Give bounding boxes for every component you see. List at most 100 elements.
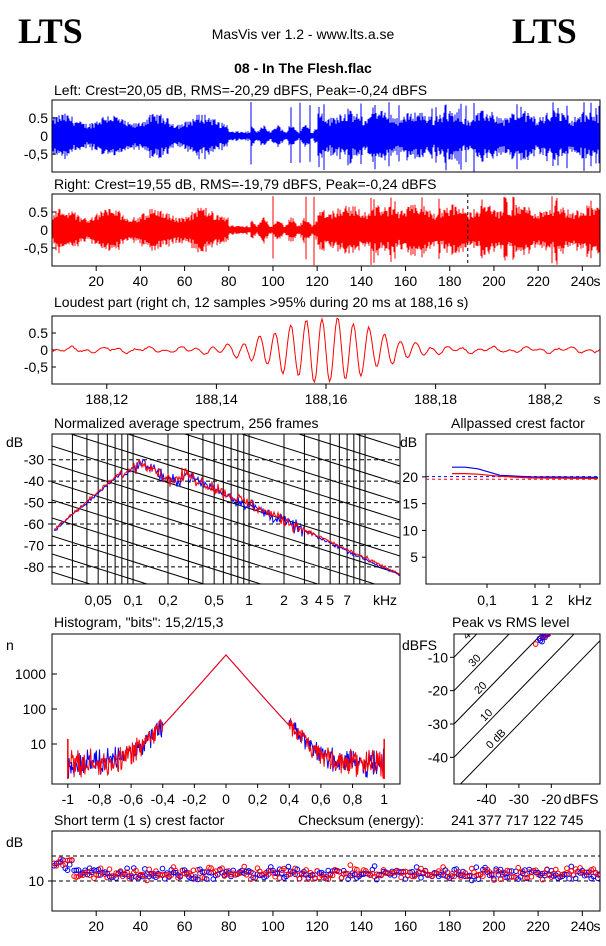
spectrum-slope-line bbox=[183, 434, 400, 503]
x-tick-label: 40 bbox=[133, 918, 149, 934]
spectrum-ylabel: dB bbox=[6, 434, 23, 450]
x-tick-label: kHz bbox=[373, 592, 397, 608]
x-tick-label: 0,5 bbox=[204, 592, 224, 608]
st-point bbox=[66, 857, 73, 863]
st-point bbox=[190, 867, 197, 874]
histogram-right-line bbox=[67, 654, 385, 780]
histogram-title: Histogram, "bits": 15,2/15,3 bbox=[54, 614, 224, 630]
pvr-point bbox=[545, 634, 551, 636]
spectrum-chart: Normalized average spectrum, 256 frames … bbox=[6, 415, 401, 608]
y-tick-label: 0.5 bbox=[29, 204, 49, 220]
st-point bbox=[449, 873, 455, 879]
st-point bbox=[206, 864, 212, 871]
st-point bbox=[64, 867, 71, 874]
x-tick-label: 5 bbox=[326, 592, 334, 608]
pvr-point bbox=[548, 634, 553, 635]
x-tick-label: -30 bbox=[509, 791, 529, 807]
st-point bbox=[106, 866, 113, 873]
spectrum-slope-line bbox=[52, 535, 206, 584]
x-tick-label: 0,6 bbox=[311, 791, 331, 807]
st-point bbox=[172, 867, 179, 874]
x-tick-label: 0,4 bbox=[280, 791, 300, 807]
spectrum-slope-line bbox=[52, 517, 263, 584]
y-tick-label: -40 bbox=[428, 749, 448, 765]
x-tick-label: 180 bbox=[438, 918, 462, 934]
peak-vs-rms-frame bbox=[453, 633, 601, 785]
x-tick-label: 100 bbox=[261, 273, 285, 289]
st-point bbox=[142, 866, 148, 872]
x-tick-label: -0,2 bbox=[182, 791, 206, 807]
st-point bbox=[195, 876, 201, 883]
st-point bbox=[133, 867, 139, 874]
x-tick-label: 1 bbox=[380, 791, 388, 807]
loudest-part-chart: Loudest part (right ch, 12 samples >95% … bbox=[24, 294, 601, 407]
spectrum-slope-line bbox=[52, 445, 400, 557]
y-tick-label: 10 bbox=[402, 522, 418, 538]
spectrum-slope-line bbox=[52, 553, 149, 584]
st-point bbox=[539, 876, 546, 883]
y-tick-label: -60 bbox=[24, 516, 44, 532]
x-tick-label: 160 bbox=[394, 918, 418, 934]
x-tick-label: -0,6 bbox=[119, 791, 143, 807]
st-point bbox=[285, 863, 292, 870]
st-point bbox=[475, 876, 482, 883]
pvr-diagonal-label: 10 bbox=[478, 707, 495, 724]
pvr-point bbox=[544, 634, 549, 635]
pvr-point bbox=[532, 641, 539, 647]
spectrum-title: Normalized average spectrum, 256 frames bbox=[54, 415, 319, 431]
x-tick-label: 188,16 bbox=[305, 391, 348, 407]
y-tick-label: 0 bbox=[40, 342, 48, 358]
allpassed-crest-frame bbox=[425, 433, 601, 585]
x-tick-label: 200 bbox=[482, 273, 506, 289]
crest-right-line bbox=[452, 473, 599, 480]
x-tick-label: 188,18 bbox=[414, 391, 457, 407]
st-point bbox=[124, 869, 130, 876]
x-tick-label: 188,2 bbox=[528, 391, 563, 407]
x-tick-label: 80 bbox=[221, 918, 237, 934]
right-waveform-title: Right: Crest=19,55 dB, RMS=-19,79 dBFS, … bbox=[54, 176, 436, 192]
spectrum-slope-line bbox=[126, 434, 400, 521]
x-tick-label: 180 bbox=[438, 273, 462, 289]
pvr-diagonal-label: 40 bbox=[461, 625, 478, 642]
y-tick-label: 20 bbox=[402, 469, 418, 485]
waveform-path bbox=[52, 196, 600, 266]
y-tick-label: 1000 bbox=[15, 666, 46, 682]
x-tick-label: -20 bbox=[541, 791, 561, 807]
x-tick-label: 60 bbox=[177, 273, 193, 289]
pvr-diagonal-line bbox=[454, 634, 478, 659]
st-point bbox=[325, 876, 332, 883]
x-tick-label: 100 bbox=[261, 918, 285, 934]
y-tick-label: -0,5 bbox=[24, 240, 48, 256]
logo-right: LTS bbox=[512, 11, 577, 51]
st-point bbox=[124, 865, 130, 872]
st-point bbox=[418, 875, 424, 881]
x-unit-label: dBFS bbox=[563, 791, 598, 807]
st-point bbox=[69, 857, 75, 863]
x-tick-label: 0,2 bbox=[158, 592, 178, 608]
st-point bbox=[66, 861, 73, 868]
left-waveform-chart: Left: Crest=20,05 dB, RMS=-20,29 dBFS, P… bbox=[24, 82, 601, 173]
st-point bbox=[597, 871, 600, 877]
st-point bbox=[497, 876, 504, 883]
y-tick-label: -70 bbox=[24, 537, 44, 553]
x-tick-label: 60 bbox=[177, 918, 193, 934]
st-point bbox=[572, 875, 579, 882]
st-point bbox=[73, 867, 80, 874]
x-tick-label: 2 bbox=[545, 592, 553, 608]
x-tick-label: 80 bbox=[221, 273, 237, 289]
x-tick-label: 140 bbox=[350, 273, 374, 289]
st-point bbox=[491, 877, 497, 883]
file-title: 08 - In The Flesh.flac bbox=[234, 60, 372, 76]
st-point bbox=[329, 872, 336, 879]
y-tick-label: 15 bbox=[402, 496, 418, 512]
pvr-diagonal-label: 20 bbox=[472, 680, 489, 697]
x-tick-label: 4 bbox=[315, 592, 323, 608]
x-tick-label: 240 bbox=[571, 918, 595, 934]
y-tick-label: -50 bbox=[24, 495, 44, 511]
spectrum-slope-line bbox=[52, 463, 400, 575]
x-tick-label: -0,4 bbox=[151, 791, 175, 807]
pvr-diagonal-label: 30 bbox=[466, 652, 483, 669]
pvr-diagonal-line bbox=[454, 634, 543, 725]
x-tick-label: 0,1 bbox=[123, 592, 143, 608]
st-point bbox=[208, 865, 214, 871]
